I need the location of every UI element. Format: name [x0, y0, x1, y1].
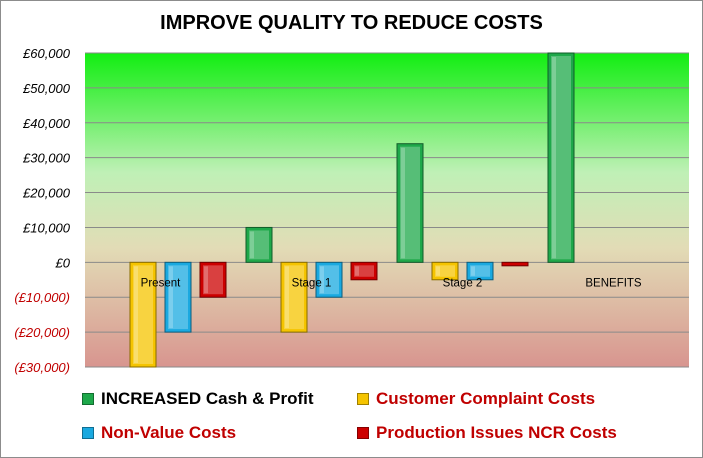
bar-2-present — [129, 261, 157, 368]
bar-4-stage-1 — [350, 261, 378, 281]
legend-item: INCREASED Cash & Profit — [82, 388, 314, 410]
bar-4-stage-2 — [501, 261, 529, 267]
category-label: Stage 2 — [443, 277, 483, 289]
y-tick-label: £30,000 — [22, 151, 71, 166]
y-tick-label: £60,000 — [22, 46, 71, 61]
y-tick-label: (£30,000) — [14, 360, 70, 375]
bar-1-stage-2 — [396, 143, 424, 263]
legend-label: Production Issues NCR Costs — [376, 423, 617, 442]
y-tick-label: £10,000 — [22, 220, 71, 235]
bar-3-present — [164, 261, 192, 333]
chart-title: IMPROVE QUALITY TO REDUCE COSTS — [160, 12, 543, 34]
bar-3-stage-1 — [315, 261, 343, 298]
bar-2-stage-2 — [431, 261, 459, 281]
y-tick-label: (£10,000) — [14, 290, 70, 305]
legend-item: Production Issues NCR Costs — [357, 422, 617, 444]
legend-swatch — [357, 393, 369, 405]
legend-swatch — [82, 393, 94, 405]
legend-label: Customer Complaint Costs — [376, 389, 596, 408]
y-tick-label: £50,000 — [22, 81, 71, 96]
y-axis: £60,000 £50,000 £40,000 £30,000 £20,000 £10,0… — [14, 46, 70, 375]
category-label: Present — [141, 277, 181, 289]
category-label: Stage 1 — [292, 277, 332, 289]
y-tick-label: (£20,000) — [14, 325, 70, 340]
bar-3-stage-2 — [466, 261, 494, 281]
legend: INCREASED Cash & Profit Customer Complain… — [82, 388, 682, 450]
legend-swatch — [357, 427, 369, 439]
bar-1-benefits — [547, 52, 575, 263]
y-tick-label: £0 — [55, 255, 71, 270]
bar-4-present — [199, 261, 227, 298]
category-label: BENEFITS — [585, 277, 642, 289]
legend-item: Non-Value Costs — [82, 422, 236, 444]
y-tick-label: £40,000 — [22, 116, 71, 131]
gridlines — [85, 52, 689, 368]
category-labels: Present Stage 1 Stage 2 BENEFITS — [141, 277, 642, 289]
y-tick-label: £20,000 — [22, 186, 71, 201]
bar-2-stage-1 — [280, 261, 308, 333]
legend-swatch — [82, 427, 94, 439]
legend-label: Non-Value Costs — [101, 423, 237, 442]
legend-label: INCREASED Cash & Profit — [101, 389, 314, 408]
bars — [129, 52, 575, 368]
bar-1-stage-1 — [245, 226, 273, 263]
legend-item: Customer Complaint Costs — [357, 388, 595, 410]
